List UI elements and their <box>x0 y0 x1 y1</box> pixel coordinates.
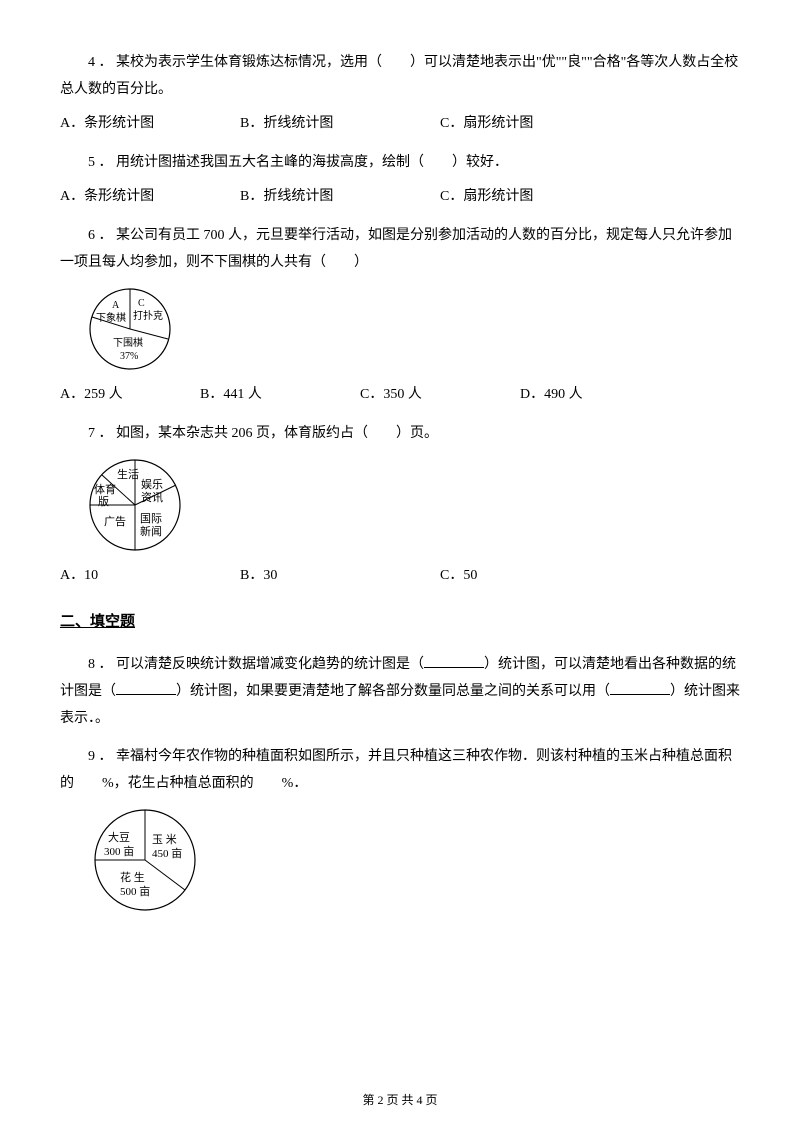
q9-pie-corn2: 450 亩 <box>152 846 182 860</box>
q8-p1: 8 ． 可以清楚反映统计数据增减变化趋势的统计图是（ <box>88 657 424 672</box>
question-9: 9 ． 幸福村今年农作物的种植面积如图所示，并且只种植这三种农作物．则该村种植的… <box>60 744 740 915</box>
q6-pie-pct: 37% <box>120 351 138 362</box>
q9-pie-corn1: 玉 米 <box>152 833 177 846</box>
q7-opt-b: B．30 <box>240 563 440 590</box>
q6-pie-c: C <box>138 298 145 309</box>
q7-text: 7 ． 如图，某本杂志共 206 页，体育版约占（ ）页。 <box>60 421 740 448</box>
q4-text: 4 ． 某校为表示学生体育锻炼达标情况，选用（ ）可以清楚地表示出"优""良""… <box>60 50 740 103</box>
q6-opt-c: C．350 人 <box>360 382 520 409</box>
q9-pie-peanut2: 500 亩 <box>120 884 150 898</box>
q7-pie-ent2: 资讯 <box>141 491 163 504</box>
q8-blank-1 <box>424 654 484 668</box>
q7-pie-ads: 广告 <box>104 515 126 528</box>
q9-pie-peanut1: 花 生 <box>120 870 145 884</box>
q5-text: 5 ． 用统计图描述我国五大名主峰的海拔高度，绘制（ ）较好． <box>60 150 740 177</box>
question-7: 7 ． 如图，某本杂志共 206 页，体育版约占（ ）页。 生活 体育 版 娱乐… <box>60 421 740 590</box>
q9-pie-soy1: 大豆 <box>108 830 130 844</box>
q6-opt-d: D．490 人 <box>520 382 660 409</box>
q7-pie-intl2: 新闻 <box>140 524 162 538</box>
question-4: 4 ． 某校为表示学生体育锻炼达标情况，选用（ ）可以清楚地表示出"优""良""… <box>60 50 740 138</box>
question-8: 8 ． 可以清楚反映统计数据增减变化趋势的统计图是（）统计图，可以清楚地看出各种… <box>60 652 740 732</box>
q7-opt-c: C．50 <box>440 563 620 590</box>
q4-options: A．条形统计图 B．折线统计图 C．扇形统计图 <box>60 111 740 138</box>
q6-pie-poker: 打扑克 <box>133 309 163 322</box>
q7-pie-chart: 生活 体育 版 娱乐 资讯 广告 国际 新闻 <box>80 455 740 555</box>
q9-text: 9 ． 幸福村今年农作物的种植面积如图所示，并且只种植这三种农作物．则该村种植的… <box>60 744 740 797</box>
question-5: 5 ． 用统计图描述我国五大名主峰的海拔高度，绘制（ ）较好． A．条形统计图 … <box>60 150 740 211</box>
q7-pie-intl1: 国际 <box>140 512 162 525</box>
q8-p3: ）统计图，如果要更清楚地了解各部分数量同总量之间的关系可以用（ <box>176 684 610 699</box>
q7-pie-sports1: 体育 <box>94 482 116 496</box>
q7-pie-ent1: 娱乐 <box>141 477 163 491</box>
q6-text: 6 ． 某公司有员工 700 人，元旦要举行活动，如图是分别参加活动的人数的百分… <box>60 223 740 276</box>
q4-opt-c: C．扇形统计图 <box>440 111 620 138</box>
q6-pie-chart: A 下象棋 C 打扑克 下围棋 37% <box>80 284 740 374</box>
q6-opt-a: A．259 人 <box>60 382 200 409</box>
q8-blank-2 <box>116 681 176 695</box>
q9-pie-chart: 大豆 300 亩 玉 米 450 亩 花 生 500 亩 <box>80 805 740 915</box>
q5-opt-c: C．扇形统计图 <box>440 184 620 211</box>
q6-options: A．259 人 B．441 人 C．350 人 D．490 人 <box>60 382 740 409</box>
q6-pie-go: 下围棋 <box>113 336 143 349</box>
section-2-title: 二、填空题 <box>60 608 740 637</box>
q4-opt-b: B．折线统计图 <box>240 111 440 138</box>
q4-opt-a: A．条形统计图 <box>60 111 240 138</box>
q6-pie-a: A <box>112 300 120 311</box>
q5-opt-a: A．条形统计图 <box>60 184 240 211</box>
q5-opt-b: B．折线统计图 <box>240 184 440 211</box>
q6-pie-chess: 下象棋 <box>96 311 126 324</box>
q9-pie-soy2: 300 亩 <box>104 844 134 858</box>
q8-blank-3 <box>610 681 670 695</box>
q7-pie-life: 生活 <box>117 467 139 481</box>
q6-opt-b: B．441 人 <box>200 382 360 409</box>
question-6: 6 ． 某公司有员工 700 人，元旦要举行活动，如图是分别参加活动的人数的百分… <box>60 223 740 409</box>
page-footer: 第 2 页 共 4 页 <box>0 1089 800 1112</box>
q8-text: 8 ． 可以清楚反映统计数据增减变化趋势的统计图是（）统计图，可以清楚地看出各种… <box>60 652 740 732</box>
q7-pie-sports2: 版 <box>98 494 109 508</box>
q7-options: A．10 B．30 C．50 <box>60 563 740 590</box>
q7-opt-a: A．10 <box>60 563 240 590</box>
q5-options: A．条形统计图 B．折线统计图 C．扇形统计图 <box>60 184 740 211</box>
